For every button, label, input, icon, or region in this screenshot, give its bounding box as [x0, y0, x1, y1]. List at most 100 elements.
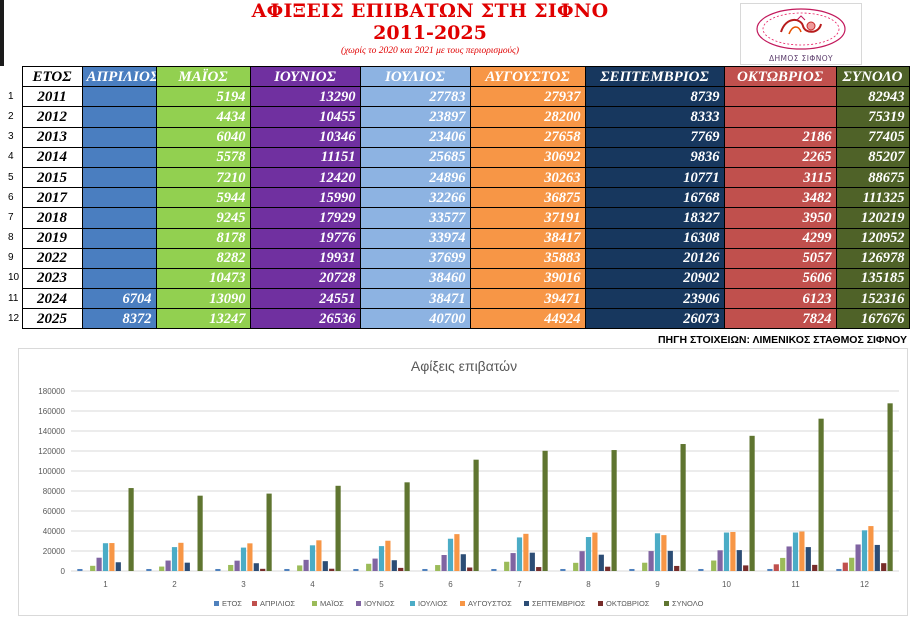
- cell-october: 5606: [723, 267, 837, 290]
- bar: [598, 554, 604, 571]
- cell-total: 88675: [835, 166, 910, 189]
- cell-april: [81, 146, 157, 168]
- column-header-total: ΣΥΝΟΛΟ: [835, 65, 910, 88]
- cell-may: 5578: [155, 146, 251, 168]
- bar: [743, 565, 749, 571]
- bar: [674, 565, 680, 571]
- cell-september: 26073: [584, 308, 725, 330]
- bar: [77, 568, 83, 571]
- cell-year: 2024: [21, 288, 83, 310]
- bar: [629, 568, 635, 571]
- legend-label: ΙΟΥΝΙΟΣ: [364, 599, 395, 608]
- cell-september: 16768: [584, 187, 725, 209]
- cell-year: 2013: [21, 126, 83, 148]
- table-row: 8 2019 8178 19776 33974 38417 16308 4299 120952: [0, 227, 910, 249]
- bar: [717, 550, 723, 571]
- cell-may: 7210: [155, 166, 251, 189]
- cell-june: 12420: [249, 166, 361, 189]
- bar: [171, 547, 178, 571]
- cell-june: 19776: [249, 227, 361, 249]
- cell-september: 16308: [584, 227, 725, 249]
- table-row: 6 2017 5944 15990 32266 36875 16768 3482 111325: [0, 187, 910, 209]
- cell-april: [81, 126, 157, 148]
- bar: [491, 568, 497, 571]
- cell-may: 8282: [155, 247, 251, 269]
- table-row: 10 2023 10473 20728 38460 39016 20902 5606 13518…: [0, 267, 910, 290]
- cell-june: 20728: [249, 267, 361, 290]
- chart-area: Αφίξεις επιβατών 0 20000 40000 60000 80000 100…: [18, 348, 908, 616]
- row-index: 1: [8, 90, 14, 102]
- cell-june: 24551: [249, 288, 361, 310]
- bar: [165, 560, 171, 571]
- bar: [736, 550, 742, 571]
- cell-total: 120219: [835, 207, 910, 229]
- row-index: 6: [8, 191, 14, 203]
- cell-september: 8333: [584, 106, 725, 128]
- cell-august: 27658: [469, 126, 586, 148]
- y-tick-label: 140000: [38, 427, 65, 436]
- cell-year: 2018: [21, 207, 83, 229]
- row-index: 12: [8, 312, 20, 324]
- bar: [128, 488, 134, 571]
- legend-swatch: [524, 601, 529, 606]
- cell-june: 19931: [249, 247, 361, 269]
- cell-july: 23897: [359, 106, 471, 128]
- bar: [90, 565, 96, 571]
- cell-year: 2014: [21, 146, 83, 168]
- cell-june: 10346: [249, 126, 361, 148]
- cell-april: [81, 267, 157, 290]
- cell-august: 28200: [469, 106, 586, 128]
- cell-july: 37699: [359, 247, 471, 269]
- bar: [723, 532, 730, 571]
- bar: [146, 568, 152, 571]
- bar: [322, 561, 328, 571]
- bar: [115, 562, 121, 571]
- cell-june: 15990: [249, 187, 361, 209]
- cell-august: 27937: [469, 86, 586, 108]
- bar: [266, 493, 272, 571]
- bar: [398, 567, 404, 571]
- legend-label: ΣΕΠΤΕΜΒΡΙΟΣ: [532, 599, 586, 608]
- bar: [96, 557, 102, 571]
- cell-september: 9836: [584, 146, 725, 168]
- bar: [309, 545, 316, 571]
- cell-july: 24896: [359, 166, 471, 189]
- bar: [102, 543, 109, 571]
- cell-august: 37191: [469, 207, 586, 229]
- x-tick-label: 9: [655, 580, 660, 589]
- cell-may: 13247: [155, 308, 251, 330]
- y-tick-label: 40000: [43, 527, 66, 536]
- bar: [378, 546, 385, 571]
- cell-total: 152316: [835, 288, 910, 310]
- bar: [366, 563, 372, 571]
- bar: [391, 560, 397, 571]
- cell-september: 8739: [584, 86, 725, 108]
- legend-label: ΟΚΤΩΒΡΙΟΣ: [606, 599, 650, 608]
- bar: [792, 532, 799, 571]
- bar: [887, 403, 893, 571]
- logo-emblem-icon: [756, 8, 846, 50]
- row-index: 10: [8, 272, 20, 284]
- x-tick-label: 8: [586, 580, 591, 589]
- bar: [680, 444, 686, 571]
- bar: [536, 567, 542, 571]
- bar: [773, 564, 779, 571]
- bar: [454, 534, 460, 571]
- bar: [855, 544, 861, 571]
- cell-october: 2265: [723, 146, 837, 168]
- x-tick-label: 5: [379, 580, 384, 589]
- bar: [260, 568, 266, 571]
- legend-swatch: [252, 601, 257, 606]
- table-row: 1 2011 5194 13290 27783 27937 8739 82943: [0, 86, 910, 108]
- cell-july: 40700: [359, 308, 471, 330]
- x-tick-label: 11: [791, 580, 800, 589]
- bar: [642, 562, 648, 571]
- table-row: 5 2015 7210 12420 24896 30263 10771 3115 88675: [0, 166, 910, 189]
- bar: [780, 557, 786, 571]
- bar: [372, 558, 378, 571]
- bar: [667, 550, 673, 571]
- legend-label: ΕΤΟΣ: [222, 599, 242, 608]
- table-header-row: ΕΤΟΣ ΑΠΡΙΛΙΟΣ ΜΑΪΟΣ ΙΟΥΝΙΟΣ ΙΟΥΛΙΟΣ ΑΥΓΟΥΣΤΟΣ…: [0, 65, 910, 88]
- bar: [842, 562, 848, 571]
- cell-april: 6704: [81, 288, 157, 310]
